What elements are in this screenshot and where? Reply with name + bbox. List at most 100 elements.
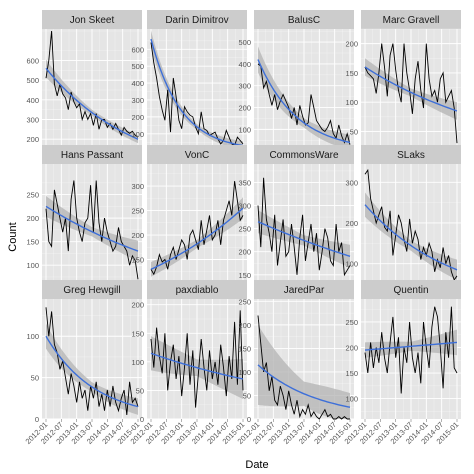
facet-10: JaredPar0501001502002502012-012012-07201… [236,280,354,446]
x-axis-label: Date [245,459,268,471]
y-tick-label: 200 [345,40,358,49]
facet-title: paxdiablo [176,285,219,296]
facet-strip [147,10,247,29]
smooth-line [364,204,458,271]
y-tick-label: 300 [131,96,144,105]
series-line [364,306,458,394]
series-line [364,43,458,144]
confidence-band [258,46,350,149]
smooth-line [364,341,458,351]
facet-title: CommonsWare [269,150,339,161]
y-tick-label: 600 [131,45,144,54]
smooth-line [150,38,244,147]
facet-strip [42,145,142,164]
facet-strip [361,280,461,299]
facet-7: SLaks 100 200 300 [345,145,461,285]
y-tick-label: 600 [26,56,39,65]
facet-strip [147,145,247,164]
series-line [45,307,139,415]
y-tick-label: 200 [345,344,358,353]
facet-8: Greg Hewgill0501002012-012012-072013-012… [24,280,142,446]
y-tick-label: 200 [238,321,251,330]
confidence-band [46,196,138,262]
facet-6: CommonsWare 150 200 250 300 350 [238,145,354,284]
y-tick-label: 200 [26,135,39,144]
facet-title: SLaks [397,150,425,161]
y-tick-label: 100 [345,260,358,269]
facet-title: JaredPar [284,285,325,296]
facet-title: Greg Hewgill [63,285,120,296]
y-tick-label: 100 [131,130,144,139]
y-tick-label: 100 [131,358,144,367]
series-line [364,168,458,281]
y-tick-label: 400 [26,96,39,105]
y-tick-label: 50 [136,386,144,395]
facet-title: Marc Gravell [383,15,440,26]
facet-5: VonC 150 200 250 300 [131,145,247,284]
y-tick-label: 250 [238,225,251,234]
y-tick-label: 300 [238,202,251,211]
y-tick-label: 0 [247,415,251,424]
smooth-line [150,207,244,270]
smooth-line [45,205,139,252]
y-tick-label: 150 [345,369,358,378]
y-tick-label: 250 [238,297,251,306]
series-line [150,42,244,147]
confidence-band [365,58,457,120]
y-tick-label: 500 [238,38,251,47]
y-tick-label: 300 [238,82,251,91]
y-tick-label: 200 [238,104,251,113]
y-axis-label: Count [7,222,19,251]
smooth-line [45,67,139,140]
series-line [257,177,351,277]
facet-title: Jon Skeet [70,15,115,26]
series-line [257,63,351,145]
confidence-band [365,192,457,280]
facet-2: BalusC 100 200 300 400 500 [238,10,354,149]
facet-strip [361,10,461,29]
y-tick-label: 150 [238,344,251,353]
smooth-line [257,59,351,144]
facet-strip [254,145,354,164]
y-tick-label: 400 [238,60,251,69]
y-tick-label: 100 [345,98,358,107]
y-tick-label: 200 [131,301,144,310]
confidence-band [258,324,350,419]
facet-title: Quentin [393,285,428,296]
facet-strip [42,10,142,29]
facet-strip [254,10,354,29]
facet-title: VonC [185,150,209,161]
y-tick-label: 100 [345,395,358,404]
facet-strip [42,280,142,299]
y-tick-label: 50 [350,127,358,136]
y-tick-label: 50 [243,391,251,400]
y-tick-label: 100 [26,332,39,341]
y-tick-label: 0 [140,415,144,424]
y-tick-label: 300 [345,178,358,187]
y-tick-label: 250 [26,191,39,200]
y-tick-label: 100 [238,368,251,377]
y-tick-label: 150 [238,271,251,280]
facet-4: Hans Passant 100 150 200 250 [26,145,142,284]
facet-title: Darin Dimitrov [165,15,228,26]
smooth-line [150,352,244,380]
y-tick-label: 100 [26,261,39,270]
y-tick-label: 500 [131,62,144,71]
facet-1: Darin Dimitrov 100 200 300 400 500 600 [131,10,247,150]
facet-strip [361,145,461,164]
y-tick-label: 0 [35,415,39,424]
y-tick-label: 250 [345,318,358,327]
y-tick-label: 200 [131,231,144,240]
y-tick-label: 100 [238,125,251,134]
facet-0: Jon Skeet 200 300 400 500 600 [26,10,142,150]
facet-3: Marc Gravell 50 100 150 200 [345,10,461,149]
y-tick-label: 200 [131,113,144,122]
facet-strip [254,280,354,299]
smooth-line [257,364,351,408]
facet-11: Quentin1001502002502012-012012-072013-01… [343,280,461,446]
facet-title: BalusC [288,15,320,26]
facet-title: Hans Passant [61,150,123,161]
facet-9: paxdiablo0501001502002012-012012-072013-… [129,280,247,446]
